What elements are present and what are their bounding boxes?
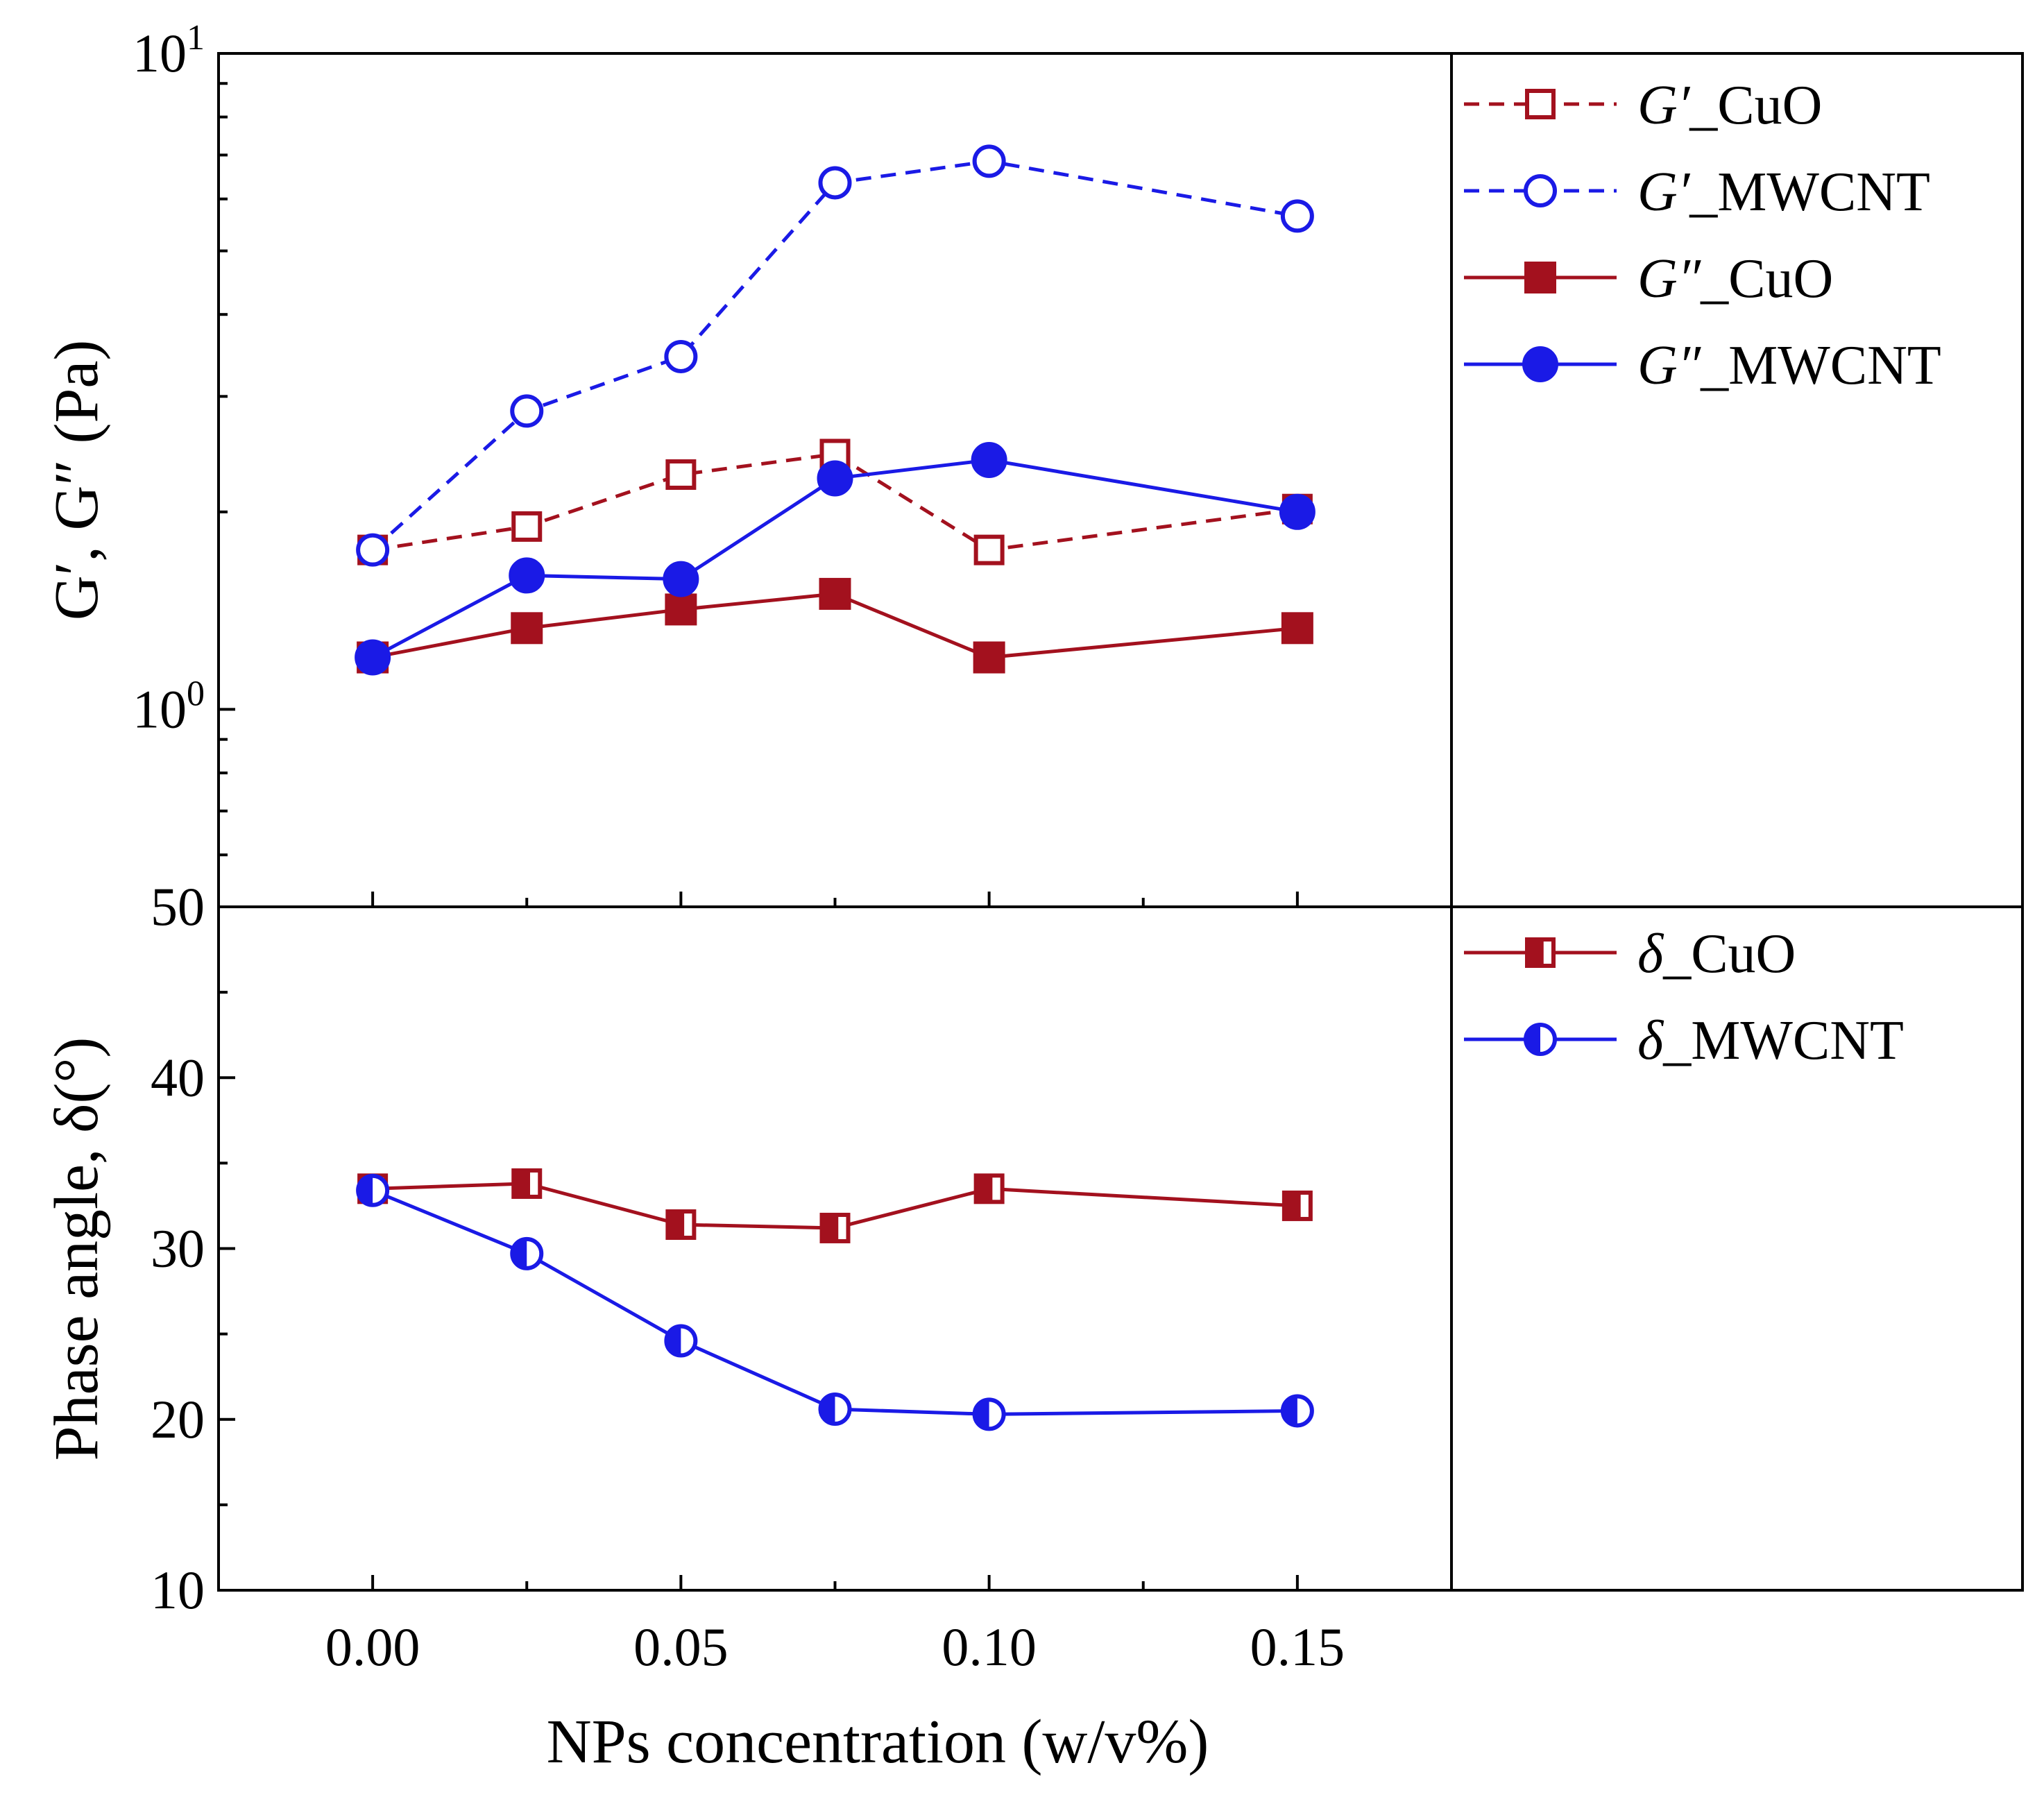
data-point-gp_cuo [973, 534, 1005, 565]
bottom-legend-frame [1450, 905, 2024, 1592]
data-point-gp_mwcnt [818, 166, 852, 200]
data-point-gp_mwcnt [972, 144, 1006, 178]
series-line-gp_cuo [372, 452, 1298, 552]
legend-marker-gp_cuo [1525, 89, 1556, 119]
y-tick-label-phase: 20 [151, 1389, 205, 1449]
x-axis-title: NPs concentration (w/v%) [547, 1707, 1209, 1776]
data-point-gpp_mwcnt [1279, 493, 1315, 530]
x-tick-label: 0.15 [1250, 1617, 1345, 1677]
y-axis-title-moduli: G′, G″ (Pa) [42, 340, 111, 621]
data-point-gpp_cuo [973, 641, 1005, 674]
x-tick-label: 0.00 [325, 1617, 420, 1677]
data-point-gpp_cuo [511, 612, 543, 645]
data-point-gp_mwcnt [664, 339, 698, 373]
legend-marker-gpp_cuo [1524, 262, 1556, 293]
data-point-d_cuo [511, 1168, 543, 1199]
y-tick-label-moduli: 100 [133, 674, 205, 739]
data-point-d_cuo [665, 1209, 697, 1241]
legend-marker-gp_mwcnt [1524, 174, 1557, 207]
data-point-gp_mwcnt [356, 533, 390, 567]
data-point-gpp_cuo [819, 577, 851, 610]
data-point-gp_cuo [665, 459, 697, 491]
x-tick-label: 0.05 [633, 1617, 729, 1677]
data-point-d_cuo [973, 1173, 1005, 1204]
data-point-gp_mwcnt [510, 394, 544, 428]
data-point-gp_mwcnt [1280, 199, 1314, 233]
y-tick-label-phase: 50 [151, 876, 205, 937]
series-line-gpp_mwcnt [371, 458, 1298, 659]
legend-label-d_mwcnt: δ_MWCNT [1637, 1010, 1904, 1071]
y-tick-label-phase: 10 [151, 1560, 205, 1620]
y-tick-label-moduli: 101 [133, 18, 205, 83]
data-point-d_mwcnt [356, 1173, 390, 1207]
series-line-gpp_cuo [372, 592, 1298, 660]
legend-label-gp_cuo: G′_CuO [1637, 75, 1822, 136]
data-point-gpp_mwcnt [509, 557, 545, 594]
legend-marker-gpp_mwcnt [1522, 346, 1558, 382]
series-line-d_cuo [373, 1182, 1298, 1230]
legend-marker-d_mwcnt [1524, 1023, 1557, 1056]
data-point-gp_cuo [511, 511, 543, 542]
y-axis-title-phase: Phase angle, δ(°) [42, 1037, 111, 1461]
data-point-d_mwcnt [664, 1324, 698, 1358]
legend-label-gpp_cuo: G″_CuO [1637, 248, 1833, 309]
data-point-d_cuo [1281, 1190, 1313, 1221]
x-tick-label: 0.10 [942, 1617, 1037, 1677]
data-point-d_mwcnt [510, 1236, 544, 1270]
data-point-gpp_mwcnt [663, 561, 699, 597]
tick-labels: 0.00 0.05 0.10 0.15 100 101 10 20 30 40 50 [133, 18, 1345, 1677]
series-line-gp_mwcnt [371, 159, 1298, 552]
data-point-d_mwcnt [972, 1397, 1006, 1431]
data-point-gpp_cuo [665, 593, 697, 626]
legend-marker-d_cuo [1525, 937, 1556, 968]
ticks [219, 52, 1299, 1592]
data-point-d_mwcnt [818, 1392, 852, 1426]
legend-label-gpp_mwcnt: G″_MWCNT [1637, 335, 1941, 396]
y-tick-label-phase: 40 [151, 1047, 205, 1107]
data-point-d_mwcnt [1280, 1394, 1314, 1428]
legend-label-d_cuo: δ_CuO [1637, 923, 1796, 985]
series-layer [355, 144, 1315, 1431]
data-point-gpp_mwcnt [971, 441, 1007, 478]
legend-label-gp_mwcnt: G′_MWCNT [1637, 162, 1930, 223]
legend-layer: G′_CuO G′_MWCNT G″_CuO G″_MWCNT δ_CuO δ_MWCNT [1464, 75, 1941, 1071]
y-tick-label-phase: 30 [151, 1218, 205, 1279]
data-point-gpp_mwcnt [817, 460, 853, 497]
data-point-d_cuo [819, 1212, 851, 1243]
data-point-gpp_mwcnt [355, 639, 391, 676]
series-line-d_mwcnt [372, 1189, 1297, 1416]
data-point-gpp_cuo [1281, 612, 1313, 645]
bottom-plot-frame [217, 905, 1453, 1592]
